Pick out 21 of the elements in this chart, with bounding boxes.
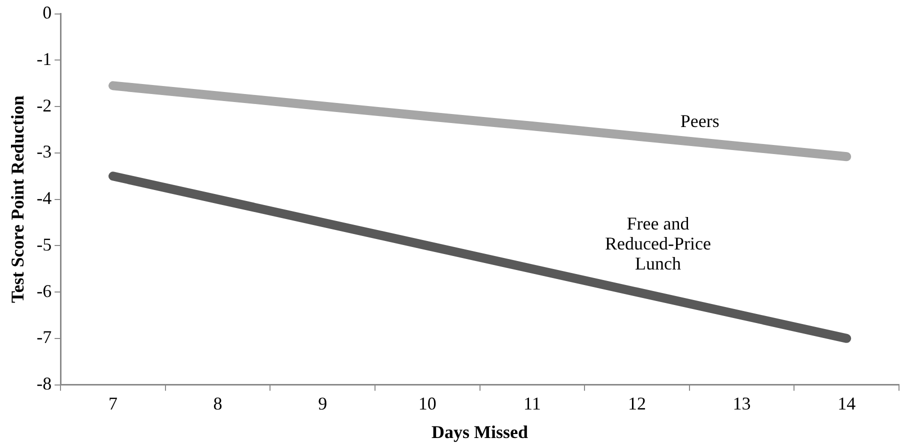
x-tick-label: 9	[318, 393, 328, 414]
y-tick-label: -5	[36, 234, 52, 254]
y-tick-label: -8	[36, 374, 52, 394]
y-tick-label: -6	[36, 280, 52, 301]
x-tick-label: 7	[108, 393, 118, 414]
series-label: Peers	[680, 111, 720, 132]
y-tick-label: -2	[36, 95, 52, 116]
x-tick-label: 14	[838, 393, 856, 414]
y-tick-label: 0	[42, 2, 52, 23]
x-tick-label: 13	[732, 393, 751, 414]
x-tick-label: 11	[524, 393, 541, 414]
y-tick-label: -1	[36, 48, 52, 69]
y-tick-label: -7	[36, 327, 52, 348]
y-tick-label: -4	[36, 188, 52, 208]
series-label: Free and Reduced-Price Lunch	[604, 213, 711, 274]
y-tick-label: -3	[36, 142, 52, 162]
x-tick-label: 8	[213, 393, 222, 414]
x-axis-title: Days Missed	[432, 422, 528, 442]
y-axis-title: Test Score Point Reduction	[7, 96, 28, 304]
x-tick-label: 10	[418, 393, 436, 414]
x-tick-label: 12	[628, 393, 646, 414]
